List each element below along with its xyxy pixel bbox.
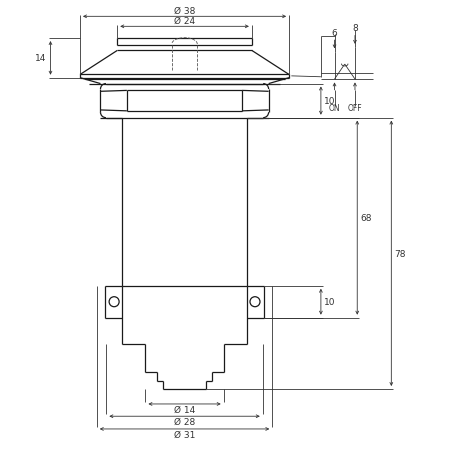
Text: Ø 14: Ø 14 [174, 405, 195, 414]
Text: 14: 14 [35, 54, 46, 63]
Text: Ø 28: Ø 28 [174, 417, 195, 426]
Text: 10: 10 [324, 297, 335, 307]
Text: 6: 6 [331, 28, 336, 38]
Text: Ø 38: Ø 38 [174, 7, 195, 16]
Text: ON: ON [328, 103, 340, 112]
Text: 68: 68 [360, 214, 371, 223]
Text: 78: 78 [394, 249, 405, 258]
Text: 10: 10 [324, 97, 335, 106]
Text: 8: 8 [351, 24, 357, 33]
Text: OFF: OFF [347, 103, 362, 112]
Text: Ø 24: Ø 24 [174, 17, 195, 26]
Text: Ø 31: Ø 31 [174, 430, 195, 439]
